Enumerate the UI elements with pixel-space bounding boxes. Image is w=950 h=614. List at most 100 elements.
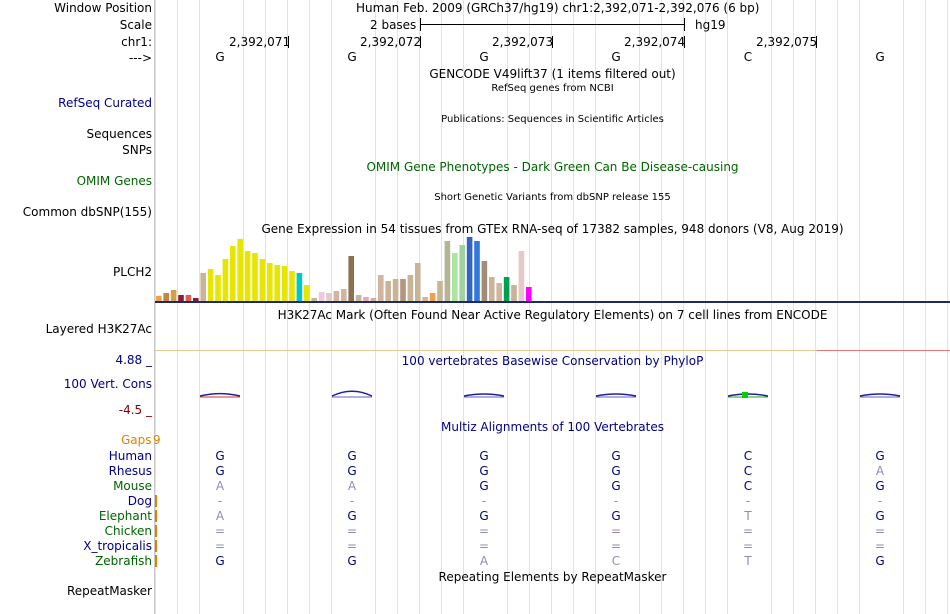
gtex-tissue-bar[interactable] xyxy=(503,277,510,301)
gtex-tissue-bar[interactable] xyxy=(378,275,384,301)
position-label: 2,392,072 xyxy=(360,35,422,49)
gtex-tissue-bar[interactable] xyxy=(348,256,354,301)
gencode-track-title[interactable]: GENCODE V49lift37 (1 items filtered out) xyxy=(429,67,676,81)
snps-track-label[interactable]: SNPs xyxy=(122,143,152,157)
gtex-tissue-bar[interactable] xyxy=(311,298,317,301)
gtex-tissue-bar[interactable] xyxy=(400,279,406,301)
aligned-base: G xyxy=(215,554,225,568)
gtex-tissue-bar[interactable] xyxy=(511,285,517,301)
species-label[interactable]: Elephant xyxy=(98,509,152,523)
gtex-tissue-bar[interactable] xyxy=(437,281,443,301)
aligned-base: = xyxy=(214,524,226,538)
gtex-tissue-bar[interactable] xyxy=(267,263,273,301)
omim-track-label[interactable]: OMIM Genes xyxy=(76,174,152,188)
species-label[interactable]: Rhesus xyxy=(108,464,152,478)
gtex-tissue-bar[interactable] xyxy=(474,241,480,301)
gtex-tissue-bar[interactable] xyxy=(355,295,362,301)
gtex-tissue-bar[interactable] xyxy=(281,266,288,301)
gtex-tissue-bar[interactable] xyxy=(459,245,465,301)
refseq-track-label[interactable]: RefSeq Curated xyxy=(58,96,152,110)
dbsnp-track-title[interactable]: Short Genetic Variants from dbSNP releas… xyxy=(434,192,671,203)
gtex-tissue-bar[interactable] xyxy=(200,273,206,301)
gap-marker xyxy=(155,510,157,522)
gtex-tissue-bar[interactable] xyxy=(304,285,310,301)
gtex-tissue-bar[interactable] xyxy=(481,261,488,301)
gtex-tissue-bar[interactable] xyxy=(230,246,236,301)
conservation-track-title[interactable]: 100 vertebrates Basewise Conservation by… xyxy=(401,354,704,368)
species-label[interactable]: Human xyxy=(108,449,152,463)
gtex-tissue-bar[interactable] xyxy=(163,293,169,301)
gtex-tissue-bar[interactable] xyxy=(392,279,399,301)
aligned-base: = xyxy=(610,539,622,553)
species-label[interactable]: X_tropicalis xyxy=(83,539,152,553)
gtex-tissue-bar[interactable] xyxy=(415,263,421,301)
position-tick xyxy=(816,36,817,48)
gtex-tissue-bar[interactable] xyxy=(237,239,243,301)
window-position-value[interactable]: Human Feb. 2009 (GRCh37/hg19) chr1:2,392… xyxy=(356,1,760,15)
gtex-tissue-bar[interactable] xyxy=(289,271,295,301)
gtex-tissue-bar[interactable] xyxy=(252,253,258,301)
h3k27ac-track-label[interactable]: Layered H3K27Ac xyxy=(45,322,152,336)
h3k27ac-track-title[interactable]: H3K27Ac Mark (Often Found Near Active Re… xyxy=(277,308,828,322)
omim-track-title[interactable]: OMIM Gene Phenotypes - Dark Green Can Be… xyxy=(366,160,739,174)
gtex-tissue-bar[interactable] xyxy=(318,292,325,301)
gaps-label[interactable]: Gaps xyxy=(121,433,152,447)
grid-line xyxy=(309,0,310,614)
gtex-tissue-bar[interactable] xyxy=(215,275,221,301)
gtex-tissue-bar[interactable] xyxy=(370,298,377,301)
multiz-track-title[interactable]: Multiz Alignments of 100 Vertebrates xyxy=(440,420,665,434)
position-tick xyxy=(684,36,685,48)
refseq-track-title[interactable]: RefSeq genes from NCBI xyxy=(491,83,614,94)
gtex-tissue-bar[interactable] xyxy=(207,269,214,301)
gtex-tissue-bar[interactable] xyxy=(444,241,451,301)
gtex-tissue-bar[interactable] xyxy=(259,259,266,301)
species-label[interactable]: Zebrafish xyxy=(95,554,152,568)
gtex-tissue-bar[interactable] xyxy=(496,283,502,301)
gtex-tissue-bar[interactable] xyxy=(156,296,162,301)
gtex-tissue-bar[interactable] xyxy=(296,273,303,301)
publications-track-title[interactable]: Publications: Sequences in Scientific Ar… xyxy=(441,114,664,125)
repeatmasker-track-title[interactable]: Repeating Elements by RepeatMasker xyxy=(438,570,667,584)
grid-line xyxy=(793,0,794,614)
repeatmasker-track-label[interactable]: RepeatMasker xyxy=(66,584,152,598)
gap-marker xyxy=(155,495,157,507)
gap-marker xyxy=(155,525,157,537)
gtex-tissue-bar[interactable] xyxy=(429,293,436,301)
aligned-base: G xyxy=(875,479,885,493)
gtex-tissue-bar[interactable] xyxy=(326,293,332,301)
sequences-track-label[interactable]: Sequences xyxy=(86,127,152,141)
gtex-tissue-bar[interactable] xyxy=(185,295,192,301)
gtex-track-title[interactable]: Gene Expression in 54 tissues from GTEx … xyxy=(261,222,844,236)
species-label[interactable]: Mouse xyxy=(113,479,152,493)
gtex-tissue-bar[interactable] xyxy=(193,298,199,301)
gtex-tissue-bar[interactable] xyxy=(244,251,251,301)
scale-assembly: hg19 xyxy=(695,18,726,32)
gtex-tissue-bar[interactable] xyxy=(222,259,229,301)
aligned-base: G xyxy=(875,449,885,463)
species-label[interactable]: Dog xyxy=(127,494,152,508)
gtex-tissue-bar[interactable] xyxy=(333,291,340,301)
gtex-tissue-bar[interactable] xyxy=(466,237,473,301)
gtex-tissue-bar[interactable] xyxy=(526,287,532,301)
gtex-tissue-bar[interactable] xyxy=(489,277,495,301)
gtex-tissue-bar[interactable] xyxy=(178,295,184,301)
conservation-track-label[interactable]: 100 Vert. Cons xyxy=(63,377,152,391)
gtex-tissue-bar[interactable] xyxy=(363,297,369,301)
dbsnp-track-label[interactable]: Common dbSNP(155) xyxy=(22,205,152,219)
scale-label: Scale xyxy=(119,18,152,32)
gtex-tissue-bar[interactable] xyxy=(170,290,177,301)
gtex-tissue-bar[interactable] xyxy=(452,253,458,301)
gtex-tissue-bar[interactable] xyxy=(407,275,414,301)
species-label[interactable]: Chicken xyxy=(104,524,152,538)
gtex-tissue-bar[interactable] xyxy=(341,289,347,301)
aligned-base: - xyxy=(349,494,355,508)
gtex-tissue-bar[interactable] xyxy=(274,265,280,301)
aligned-base: G xyxy=(347,509,357,523)
gtex-tissue-bar[interactable] xyxy=(422,297,428,301)
gtex-gene-label[interactable]: PLCH2 xyxy=(113,265,152,279)
gtex-tissue-bar[interactable] xyxy=(385,281,391,301)
gtex-tissue-bar[interactable] xyxy=(518,251,525,301)
aligned-base: A xyxy=(215,479,225,493)
